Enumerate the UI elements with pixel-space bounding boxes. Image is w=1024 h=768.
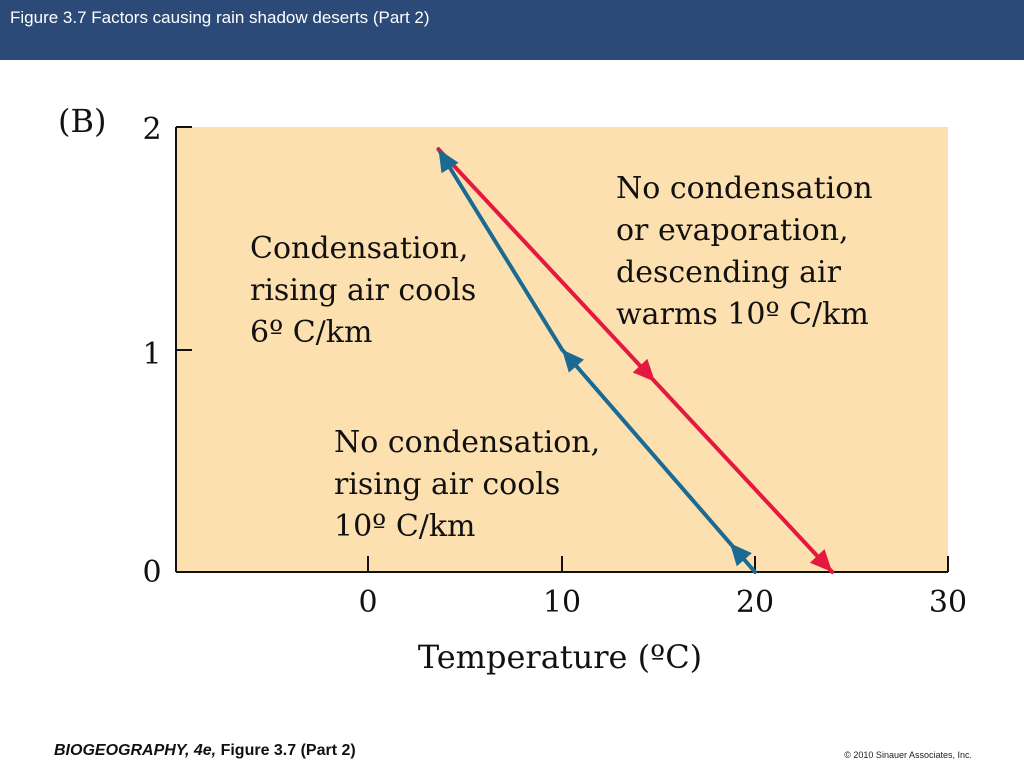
panel-label: (B) [58, 102, 106, 140]
x-tick-label-0: 0 [358, 585, 377, 620]
annotation-rising-dry: No condensation, rising air cools 10º C/… [334, 425, 610, 544]
figure-ref: Figure 3.7 (Part 2) [216, 742, 356, 759]
slide-title: Figure 3.7 Factors causing rain shadow d… [10, 8, 430, 27]
x-axis-label: Temperature (ºC) [418, 638, 702, 676]
rising-arrowhead-top [438, 149, 459, 174]
annotation-rising-moist: Condensation, rising air cools 6º C/km [250, 231, 486, 350]
descending-arrowhead-mid [632, 358, 656, 382]
book-title: BIOGEOGRAPHY, 4e, [54, 742, 217, 759]
copyright: © 2010 Sinauer Associates, Inc. [844, 750, 972, 760]
rising-moist-segment [436, 147, 564, 352]
figure-citation: BIOGEOGRAPHY, 4e, Figure 3.7 (Part 2) [54, 742, 356, 760]
title-divider [0, 60, 1024, 62]
rising-arrowhead-mid [562, 349, 584, 373]
y-tick-label-0: 0 [142, 555, 161, 590]
y-tick-label-1: 1 [142, 337, 161, 372]
descending-segment [436, 147, 835, 574]
title-bar: Figure 3.7 Factors causing rain shadow d… [0, 0, 1024, 60]
x-tick-label-10: 10 [543, 585, 581, 620]
descending-arrowhead-end [809, 549, 833, 572]
lapse-rate-chart: (B) 0 1 2 0 10 20 30 Temperature (ºC) Co… [58, 102, 967, 676]
rising-dry-segment [560, 347, 757, 574]
x-tick-label-30: 30 [929, 585, 967, 620]
annotation-descending: No condensation or evaporation, descendi… [616, 171, 882, 332]
y-tick-label-2: 2 [142, 112, 161, 147]
x-tick-label-20: 20 [736, 585, 774, 620]
rising-arrowhead-low [729, 543, 752, 567]
